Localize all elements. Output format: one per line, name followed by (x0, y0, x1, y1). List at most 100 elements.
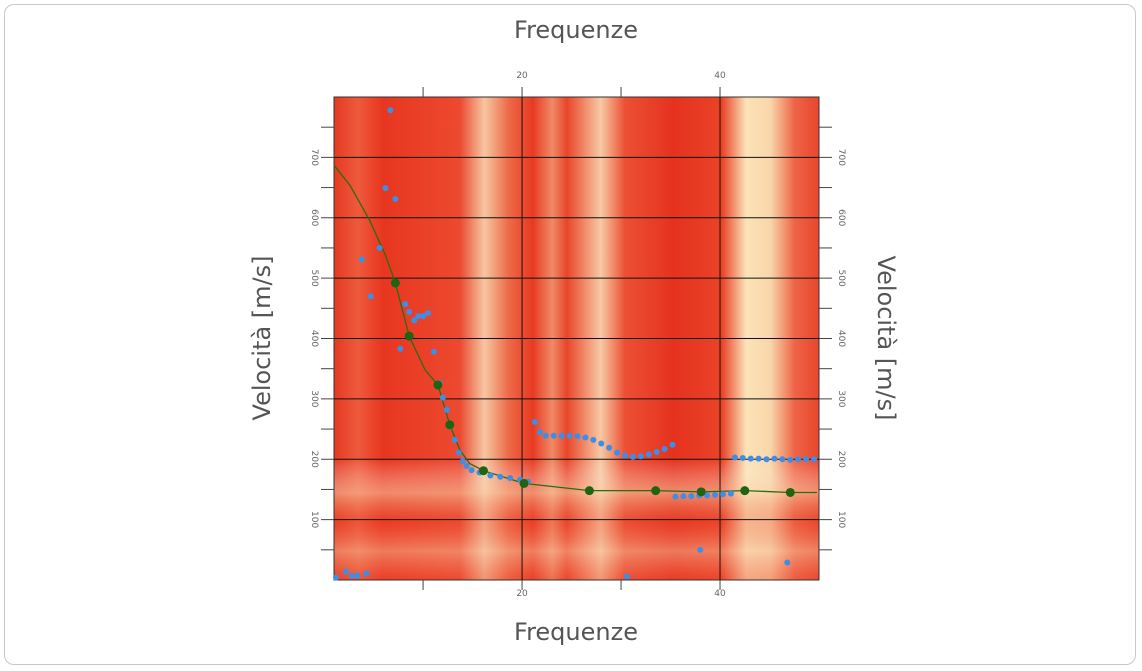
curve-point (478, 466, 488, 476)
data-point (451, 436, 458, 443)
data-point (348, 572, 355, 579)
data-point (622, 452, 628, 459)
data-point (771, 455, 778, 462)
data-point (727, 490, 734, 497)
data-point (653, 449, 660, 456)
data-point (779, 456, 786, 463)
data-point (747, 455, 754, 462)
bottom-axis-title: Frequenze (514, 618, 638, 646)
data-point (680, 493, 687, 500)
data-point (443, 406, 450, 413)
data-point (558, 432, 565, 439)
curve-point (696, 487, 706, 497)
curve-point (433, 380, 443, 390)
y-tick-label: 600 (309, 209, 319, 226)
data-point (731, 454, 738, 461)
data-point (455, 449, 462, 456)
data-point (582, 434, 589, 441)
curve-point (651, 486, 661, 496)
data-point (661, 445, 668, 452)
y-tick-label: 600 (836, 209, 846, 226)
data-point (420, 313, 427, 320)
data-point (803, 456, 810, 463)
y-tick-label: 200 (836, 451, 846, 468)
data-point (497, 473, 504, 480)
data-point (550, 432, 557, 439)
data-point (606, 444, 613, 451)
data-point (387, 107, 394, 114)
y-tick-label: 500 (836, 270, 846, 287)
data-point (531, 418, 538, 425)
x-tick-label: 40 (714, 71, 726, 81)
y-tick-label: 100 (836, 511, 846, 528)
data-point (415, 313, 422, 320)
data-point (536, 429, 543, 436)
data-point (468, 467, 475, 474)
data-point (574, 433, 581, 440)
curve-point (740, 486, 750, 496)
top-axis-title: Frequenze (514, 16, 638, 44)
data-point (425, 310, 432, 317)
data-point (463, 462, 470, 469)
data-point (342, 568, 349, 575)
data-point (430, 348, 437, 355)
y-tick-label: 700 (836, 149, 846, 166)
data-point (402, 301, 409, 308)
data-point (598, 440, 605, 447)
data-point (439, 394, 446, 401)
y-tick-label: 300 (309, 390, 319, 407)
y-tick-label: 200 (309, 451, 319, 468)
data-point (487, 472, 494, 479)
data-point (637, 453, 644, 460)
data-point (629, 453, 636, 460)
left-axis-title: Velocità [m/s] (248, 256, 276, 421)
data-point (645, 451, 652, 458)
data-point (669, 441, 676, 448)
data-point (763, 456, 770, 463)
data-point (672, 493, 679, 500)
curve-point (390, 278, 400, 288)
data-point (392, 196, 399, 203)
curve-point (785, 487, 795, 497)
y-tick-label: 500 (309, 270, 319, 287)
x-tick-label: 20 (516, 71, 528, 81)
curve-point (404, 331, 414, 341)
data-point (623, 573, 630, 580)
data-point (784, 559, 791, 566)
data-point (755, 455, 762, 462)
curve-point (445, 420, 455, 430)
right-axis-title: Velocità [m/s] (872, 256, 900, 421)
data-point (811, 456, 818, 463)
data-point (566, 432, 573, 439)
data-point (542, 432, 549, 439)
data-point (614, 449, 621, 456)
y-tick-label: 300 (836, 390, 846, 407)
curve-point (519, 478, 529, 488)
data-point (376, 244, 383, 251)
data-point (787, 456, 794, 463)
data-point (507, 474, 514, 481)
data-point (358, 256, 365, 263)
curve-point (584, 486, 594, 496)
y-tick-label: 100 (309, 511, 319, 528)
data-point (367, 293, 374, 300)
data-point (459, 458, 466, 465)
data-point (704, 492, 711, 499)
data-point (688, 493, 695, 500)
data-point (382, 185, 389, 192)
y-tick-label: 400 (836, 330, 846, 347)
data-point (795, 456, 802, 463)
data-point (719, 491, 726, 498)
data-point (332, 574, 339, 581)
data-point (590, 436, 597, 443)
x-tick-label: 20 (516, 589, 528, 599)
data-point (411, 317, 418, 324)
y-tick-label: 400 (309, 330, 319, 347)
x-tick-label: 40 (714, 589, 726, 599)
data-point (397, 345, 404, 352)
data-point (712, 491, 719, 498)
data-point (363, 570, 370, 577)
y-tick-label: 700 (309, 149, 319, 166)
